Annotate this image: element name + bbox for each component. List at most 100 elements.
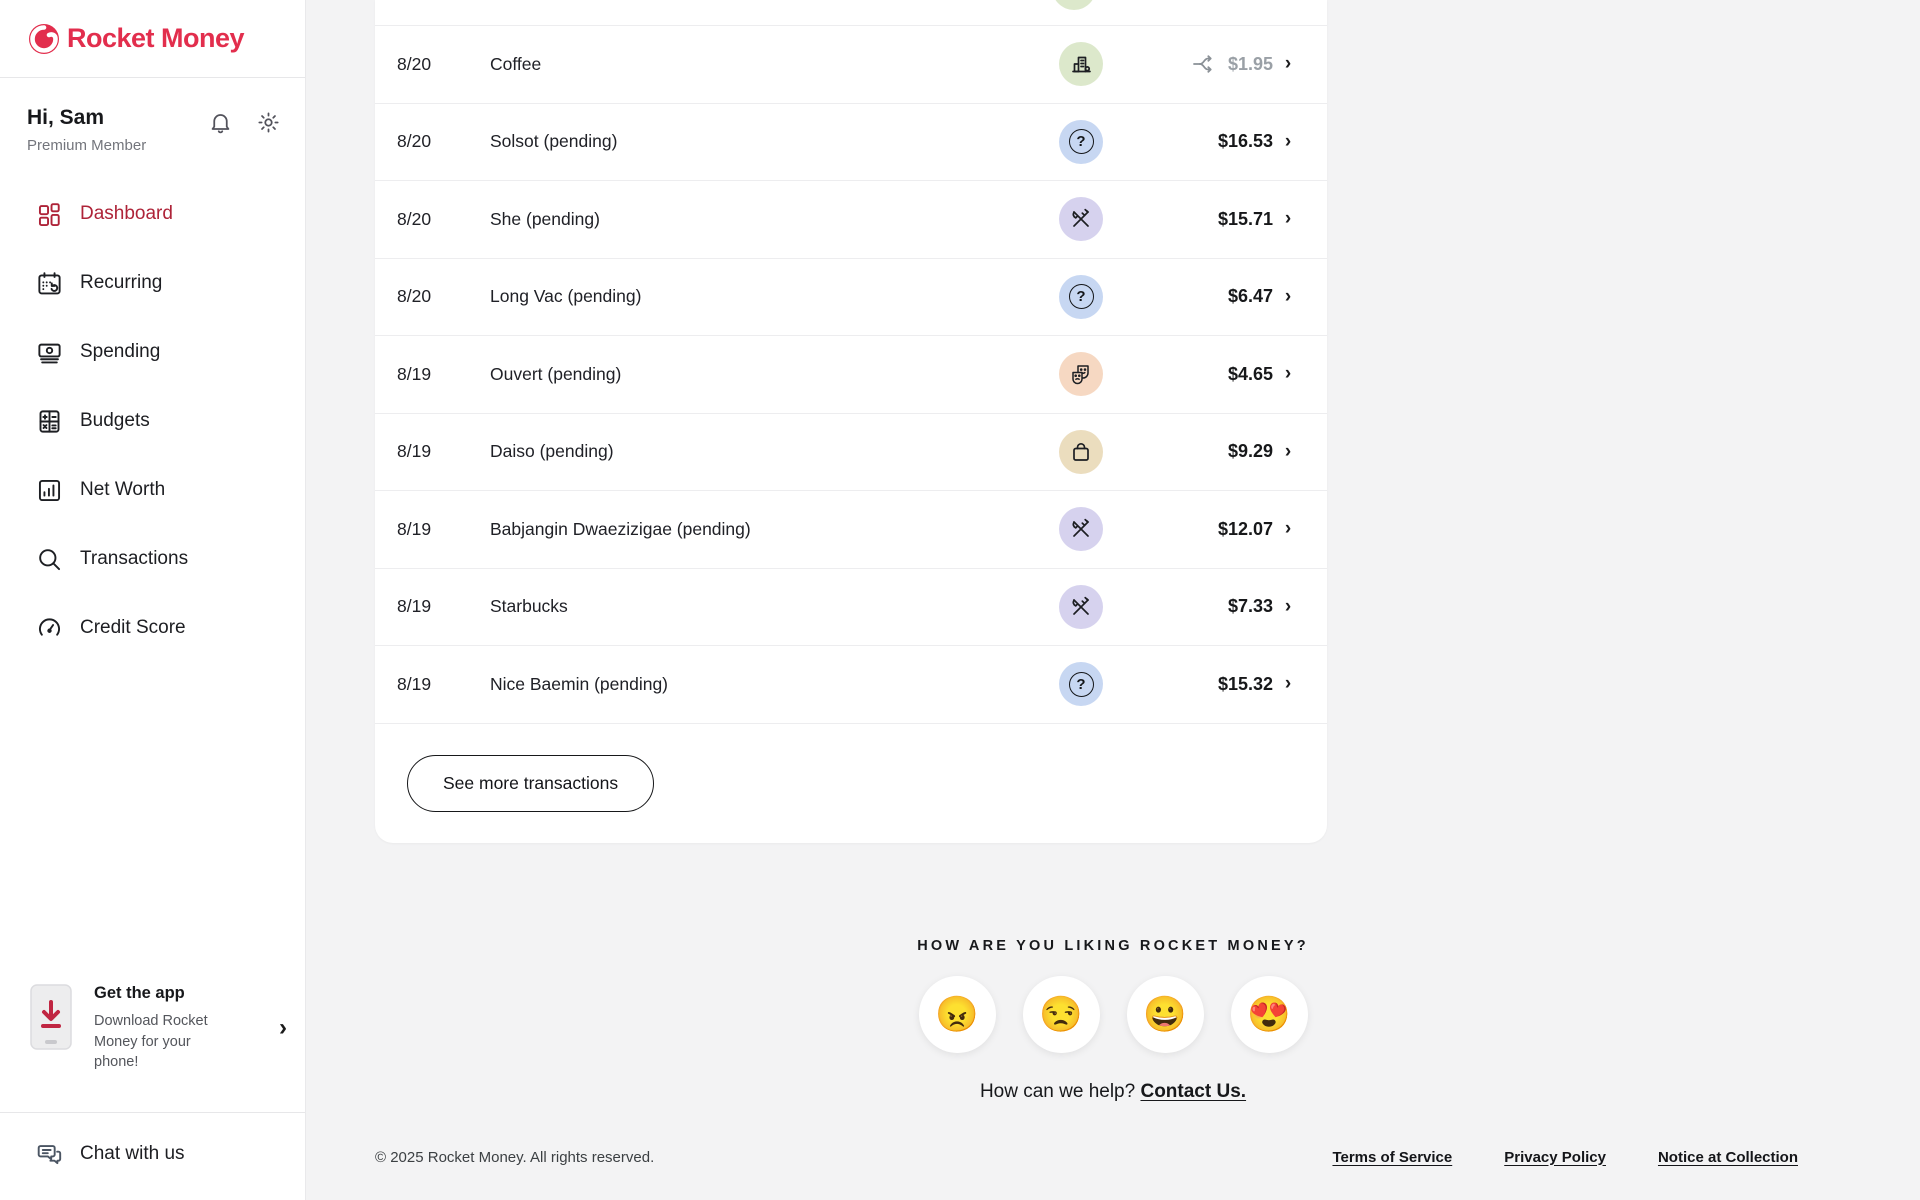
user-header: Hi, Sam Premium Member	[0, 78, 305, 154]
transaction-row[interactable]: 8/19 Daiso (pending) $9.29 ›	[375, 413, 1327, 491]
feedback-emoji-row: 😠 😒 😀 😍	[306, 975, 1920, 1053]
help-text: How can we help?	[979, 1080, 1136, 1102]
terms-of-service-link[interactable]: Terms of Service	[1332, 1148, 1453, 1166]
category-icon-circle	[1052, 0, 1096, 10]
notice-at-collection-link[interactable]: Notice at Collection	[1657, 1148, 1798, 1166]
feedback-heading: HOW ARE YOU LIKING ROCKET MONEY?	[917, 937, 1309, 954]
utensils-icon-circle	[1059, 197, 1103, 242]
crossed-utensils-icon	[1072, 519, 1089, 538]
user-greeting: Hi, Sam	[27, 106, 105, 129]
transaction-amount: $4.65	[1227, 363, 1273, 384]
transaction-row[interactable]: 8/20 Long Vac (pending) ? $6.47 ›	[375, 258, 1327, 336]
crossed-utensils-icon	[1072, 596, 1089, 615]
transaction-date: 8/19	[397, 518, 432, 539]
chevron-right-icon: ›	[1284, 518, 1292, 540]
emoji-grinning-button[interactable]: 😀	[1126, 975, 1204, 1053]
gauge-icon	[36, 615, 63, 642]
logo[interactable]: Rocket Money	[0, 0, 305, 78]
emoji-angry-button[interactable]: 😠	[918, 975, 996, 1053]
get-app-title: Get the app	[94, 984, 185, 1002]
transaction-name: Daiso (pending)	[490, 441, 614, 462]
footer: © 2025 Rocket Money. All rights reserved…	[306, 1149, 1920, 1166]
sidebar-item-label: Net Worth	[80, 479, 166, 500]
question-icon-circle: ?	[1059, 119, 1103, 164]
chat-with-us-button[interactable]: Chat with us	[0, 1124, 305, 1184]
sidebar-item-label: Dashboard	[80, 203, 173, 224]
bar-chart-icon	[36, 477, 63, 504]
sidebar-item-spending[interactable]: Spending	[0, 328, 305, 376]
transaction-row[interactable]: 8/19 Babjangin Dwaezizigae (pending) $12…	[375, 491, 1327, 569]
money-bill-icon	[36, 339, 63, 366]
transaction-row[interactable]: 8/19 Starbucks $7.33 ›	[375, 568, 1327, 646]
transaction-amount: $6.47	[1227, 286, 1273, 307]
transaction-name: Babjangin Dwaezizigae (pending)	[490, 518, 751, 539]
emoji-heart-eyes-button[interactable]: 😍	[1230, 975, 1308, 1053]
partial-transaction-row	[375, 0, 1327, 26]
feedback-section: HOW ARE YOU LIKING ROCKET MONEY? 😠 😒 😀 😍…	[306, 938, 1920, 1103]
question-icon-circle: ?	[1059, 274, 1103, 319]
sidebar-item-credit-score[interactable]: Credit Score	[0, 604, 305, 652]
chevron-right-icon: ›	[1284, 363, 1292, 385]
transaction-amount: $7.33	[1227, 596, 1273, 617]
logo-text: Rocket Money	[67, 23, 245, 53]
emoji-unamused-button[interactable]: 😒	[1022, 975, 1100, 1053]
settings-gear-icon[interactable]	[255, 110, 281, 136]
question-icon-circle: ?	[1059, 662, 1103, 707]
sidebar-item-label: Recurring	[80, 272, 163, 293]
calendar-recurring-icon	[36, 270, 63, 297]
transaction-date: 8/20	[397, 208, 432, 229]
chevron-right-icon: ›	[279, 1014, 287, 1042]
crossed-utensils-icon	[1072, 209, 1089, 228]
transaction-name: Nice Baemin (pending)	[490, 673, 669, 694]
get-the-app-banner[interactable]: Get the app Download Rocket Money for yo…	[30, 984, 287, 1073]
transaction-name: Coffee	[490, 53, 542, 74]
search-icon	[36, 546, 63, 573]
masks-icon-circle	[1059, 352, 1103, 397]
sidebar-item-net-worth[interactable]: Net Worth	[0, 466, 305, 514]
transaction-list: 8/20 Coffee $1.95 › 8/20 Solsot (pending…	[375, 26, 1327, 724]
transaction-date: 8/20	[397, 131, 432, 152]
transaction-row[interactable]: 8/20 Coffee $1.95 ›	[375, 26, 1327, 104]
question-mark-icon: ?	[1068, 671, 1094, 697]
chevron-right-icon: ›	[1284, 440, 1292, 462]
sidebar-item-transactions[interactable]: Transactions	[0, 535, 305, 583]
transaction-date: 8/19	[397, 363, 432, 384]
notifications-bell-icon[interactable]	[207, 110, 233, 136]
transaction-row[interactable]: 8/20 Solsot (pending) ? $16.53 ›	[375, 103, 1327, 181]
chat-bubbles-icon	[36, 1141, 63, 1168]
sidebar-nav: Dashboard Recurring	[0, 190, 305, 652]
sidebar-item-label: Transactions	[80, 548, 189, 569]
chevron-right-icon: ›	[1284, 208, 1292, 230]
sidebar-item-dashboard[interactable]: Dashboard	[0, 190, 305, 238]
transaction-row[interactable]: 8/19 Nice Baemin (pending) ? $15.32 ›	[375, 646, 1327, 724]
building-icon	[1072, 56, 1091, 73]
chevron-right-icon: ›	[1284, 285, 1292, 307]
privacy-policy-link[interactable]: Privacy Policy	[1504, 1148, 1606, 1166]
transaction-date: 8/20	[397, 286, 432, 307]
transaction-name: Long Vac (pending)	[490, 286, 642, 307]
phone-download-icon	[30, 984, 72, 1050]
sidebar-item-budgets[interactable]: Budgets	[0, 397, 305, 445]
membership-badge: Premium Member	[27, 137, 147, 154]
transaction-amount: $1.95	[1227, 53, 1273, 74]
transaction-row[interactable]: 8/20 She (pending) $15.71 ›	[375, 181, 1327, 259]
see-more-transactions-button[interactable]: See more transactions	[407, 754, 655, 812]
question-mark-icon: ?	[1068, 284, 1094, 310]
building-icon-circle	[1059, 42, 1103, 87]
question-mark-icon: ?	[1068, 129, 1094, 155]
chevron-right-icon: ›	[1284, 53, 1292, 75]
sidebar-item-recurring[interactable]: Recurring	[0, 259, 305, 307]
utensils-icon-circle	[1059, 584, 1103, 629]
sidebar-divider	[0, 1112, 305, 1113]
transaction-amount: $15.71	[1217, 208, 1273, 229]
transaction-date: 8/19	[397, 441, 432, 462]
transaction-amount: $15.32	[1217, 673, 1273, 694]
transaction-row[interactable]: 8/19 Ouvert (pending) $4.65 ›	[375, 336, 1327, 414]
transaction-amount: $12.07	[1217, 518, 1273, 539]
chevron-right-icon: ›	[1284, 673, 1292, 695]
transaction-name: Starbucks	[490, 596, 568, 617]
bag-icon-circle	[1059, 429, 1103, 474]
sidebar: Rocket Money Hi, Sam Premium Member	[0, 0, 306, 1200]
contact-us-link[interactable]: Contact Us.	[1140, 1080, 1247, 1102]
